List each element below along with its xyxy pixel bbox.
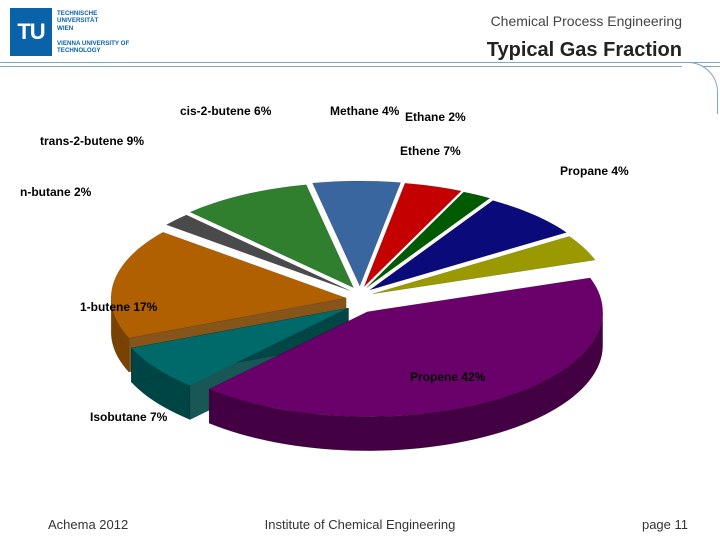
divider-line — [0, 62, 720, 63]
logo: TU TechnischeUniversitätWien Vienna Univ… — [10, 8, 160, 56]
logo-square: TU — [10, 8, 52, 56]
slice-label: cis-2-butene 6% — [180, 104, 271, 118]
header: TU TechnischeUniversitätWien Vienna Univ… — [0, 0, 720, 78]
logo-subtext: TechnischeUniversitätWien Vienna Univers… — [52, 8, 160, 56]
footer-center: Institute of Chemical Engineering — [0, 517, 720, 532]
footer: Achema 2012 Institute of Chemical Engine… — [0, 510, 720, 532]
slice-label: Propane 4% — [560, 164, 629, 178]
footer-right: page 11 — [642, 517, 688, 532]
slice-label: trans-2-butene 9% — [40, 134, 144, 148]
page-title: Typical Gas Fraction — [487, 39, 682, 62]
divider-line — [0, 66, 720, 67]
slice-label: Isobutane 7% — [90, 410, 167, 424]
corner-decoration — [682, 62, 718, 114]
slice-label: Propene 42% — [410, 370, 485, 384]
pie-chart: Methane 4%Ethane 2%Ethene 7%Propane 4%Pr… — [50, 110, 670, 470]
slice-label: Methane 4% — [330, 104, 399, 118]
slice-label: 1-butene 17% — [80, 300, 157, 314]
slice-label: n-butane 2% — [20, 185, 91, 199]
slice-label: Ethane 2% — [405, 110, 466, 124]
department-label: Chemical Process Engineering — [491, 13, 682, 29]
slice-label: Ethene 7% — [400, 144, 461, 158]
